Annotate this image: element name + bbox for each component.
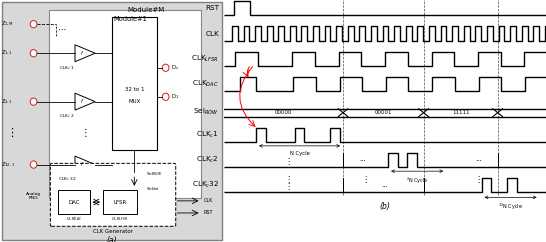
Text: ···: ···: [475, 159, 482, 165]
Text: DAC: DAC: [68, 200, 80, 204]
Text: ···: ···: [382, 184, 388, 190]
Text: ⋮: ⋮: [80, 128, 90, 138]
Circle shape: [162, 64, 169, 71]
Text: Z$_{32,1}$: Z$_{32,1}$: [1, 160, 15, 169]
Text: $^{32}$N Cycle: $^{32}$N Cycle: [498, 202, 523, 212]
Text: ⋮: ⋮: [361, 175, 370, 184]
Text: CLK$_{LFSR}$: CLK$_{LFSR}$: [191, 54, 219, 64]
Bar: [49, 10, 201, 198]
Text: f: f: [81, 99, 82, 104]
Text: ⋮: ⋮: [474, 175, 483, 184]
Circle shape: [30, 50, 37, 57]
Bar: [112, 17, 157, 150]
Text: Module#1: Module#1: [113, 16, 147, 22]
Text: CLK$_{DAC}$: CLK$_{DAC}$: [192, 79, 219, 89]
Text: CLK Generator: CLK Generator: [93, 229, 133, 234]
Text: D$_1$: D$_1$: [171, 92, 180, 101]
Circle shape: [30, 98, 37, 105]
Text: (a): (a): [106, 235, 117, 242]
Bar: [103, 190, 136, 214]
Text: Z$_{2,1}$: Z$_{2,1}$: [1, 98, 13, 106]
Text: RST: RST: [204, 211, 213, 215]
FancyBboxPatch shape: [50, 163, 176, 226]
Text: ⋮: ⋮: [284, 182, 293, 191]
Text: ···: ···: [359, 159, 366, 165]
Circle shape: [162, 93, 169, 100]
Text: CLK: CLK: [204, 198, 213, 203]
Circle shape: [30, 161, 37, 168]
Text: 11111: 11111: [452, 110, 470, 115]
Text: Module#M: Module#M: [127, 7, 164, 13]
Text: CLK$_{DAC}$: CLK$_{DAC}$: [66, 215, 82, 223]
Text: 00001: 00001: [375, 110, 392, 115]
Text: MUX: MUX: [128, 99, 140, 104]
Text: 32 to 1: 32 to 1: [124, 87, 144, 92]
Text: CLK: CLK: [205, 30, 219, 37]
Text: ⋮: ⋮: [284, 175, 293, 184]
Text: Analog
RNG: Analog RNG: [26, 192, 41, 200]
Text: RST: RST: [205, 5, 219, 11]
Text: Z$_{1,M}$: Z$_{1,M}$: [1, 20, 14, 28]
Text: (b): (b): [379, 202, 390, 211]
Text: f: f: [81, 51, 82, 56]
Bar: [58, 190, 90, 214]
Text: CLK$_c$ 32: CLK$_c$ 32: [58, 175, 76, 183]
Text: Z$_{1,1}$: Z$_{1,1}$: [1, 49, 13, 57]
Polygon shape: [75, 93, 95, 110]
Text: ⋮: ⋮: [5, 128, 17, 138]
Text: Sel$_{ROW}$: Sel$_{ROW}$: [145, 170, 162, 178]
Text: CLK$_c$2: CLK$_c$2: [196, 155, 219, 165]
Polygon shape: [75, 45, 95, 62]
Polygon shape: [75, 156, 95, 173]
Text: CLK$_c$ 1: CLK$_c$ 1: [59, 64, 75, 72]
Text: f: f: [81, 162, 82, 167]
Text: CLK$_c$32: CLK$_c$32: [192, 180, 219, 190]
Text: $^2$N Cycle: $^2$N Cycle: [406, 176, 429, 186]
Text: Sel$_{ROW}$: Sel$_{ROW}$: [193, 107, 219, 117]
Text: N Cycle: N Cycle: [289, 151, 310, 156]
Text: CLK$_{LFSR}$: CLK$_{LFSR}$: [111, 215, 128, 223]
Text: D$_v$: D$_v$: [171, 63, 180, 72]
Text: CLK$_c$ 2: CLK$_c$ 2: [59, 112, 75, 120]
Text: ⋯: ⋯: [58, 24, 67, 34]
Text: Sel$_{dat}$: Sel$_{dat}$: [145, 185, 159, 193]
Circle shape: [30, 21, 37, 28]
Text: ⋮: ⋮: [284, 157, 293, 166]
Text: CLK$_c$1: CLK$_c$1: [196, 130, 219, 140]
Text: LFSR: LFSR: [113, 200, 126, 204]
Text: 00000: 00000: [275, 110, 292, 115]
